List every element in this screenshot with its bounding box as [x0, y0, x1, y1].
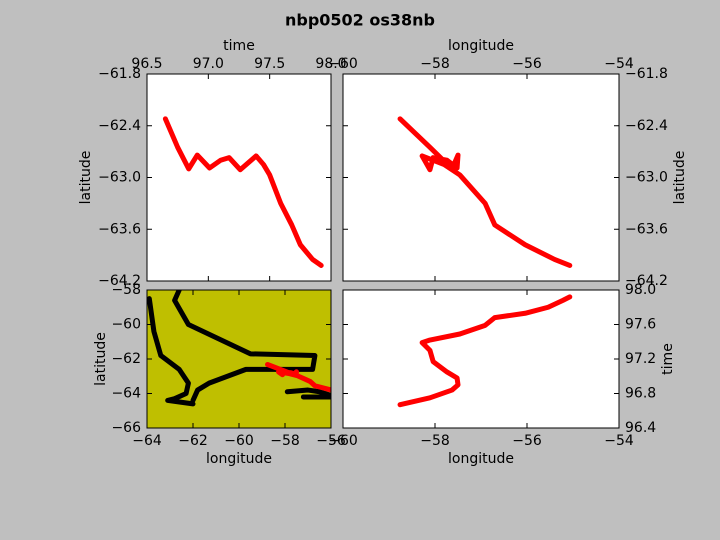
y-tick-label: −60 — [111, 317, 141, 333]
x-tick-label: −60 — [328, 56, 358, 72]
y-tick-label: 97.6 — [625, 317, 656, 333]
plot-area — [397, 294, 573, 408]
plot-background — [147, 290, 331, 428]
y-tick-label: −66 — [111, 420, 141, 436]
y-tick-label: 96.4 — [625, 420, 656, 436]
y-tick-label: −64 — [111, 386, 141, 402]
y-tick-label: −64.2 — [625, 273, 668, 289]
y-tick-label: 96.8 — [625, 386, 656, 402]
x-tick-label: −54 — [604, 56, 634, 72]
y-tick-label: −62 — [111, 351, 141, 367]
y-axis-label: time — [660, 343, 676, 375]
y-tick-label: −63.0 — [625, 170, 668, 186]
plot-area — [147, 290, 331, 407]
x-tick-label: 98.0 — [315, 56, 346, 72]
y-tick-label: −62.4 — [625, 118, 668, 134]
x-tick-label: −64 — [132, 433, 162, 449]
y-axis-label: latitude — [78, 151, 94, 205]
x-tick-label: −62 — [178, 433, 208, 449]
x-tick-label: −58 — [420, 56, 450, 72]
x-tick-label: 97.0 — [193, 56, 224, 72]
track-line — [265, 362, 331, 393]
plot-area — [162, 116, 324, 268]
track-line — [397, 116, 573, 268]
x-axis-label: longitude — [448, 38, 514, 54]
y-axis-label: latitude — [93, 332, 109, 386]
track-line — [172, 290, 318, 403]
x-tick-label: −56 — [316, 433, 346, 449]
y-axis-label: latitude — [672, 151, 688, 205]
figure-title: nbp0502 os38nb — [285, 11, 435, 30]
x-axis-label: longitude — [448, 451, 514, 467]
x-tick-label: 97.5 — [254, 56, 285, 72]
track-line — [147, 296, 196, 407]
y-tick-label: −63.6 — [98, 221, 141, 237]
track-line — [162, 116, 324, 268]
x-tick-label: 96.5 — [131, 56, 162, 72]
x-tick-label: −54 — [604, 433, 634, 449]
plot-area — [397, 116, 573, 268]
x-tick-label: −58 — [420, 433, 450, 449]
x-tick-label: −56 — [512, 433, 542, 449]
y-tick-label: −62.4 — [98, 118, 141, 134]
track-line — [397, 294, 573, 408]
y-tick-label: −61.8 — [625, 66, 668, 82]
x-tick-label: −60 — [328, 433, 358, 449]
x-tick-label: −58 — [270, 433, 300, 449]
x-tick-label: −56 — [512, 56, 542, 72]
x-axis-label: longitude — [206, 451, 272, 467]
y-tick-label: 97.2 — [625, 351, 656, 367]
y-tick-label: −64.2 — [98, 273, 141, 289]
plot-background — [343, 290, 619, 428]
x-tick-label: −60 — [224, 433, 254, 449]
y-tick-label: −58 — [111, 282, 141, 298]
y-tick-label: −63.6 — [625, 221, 668, 237]
y-tick-label: 98.0 — [625, 282, 656, 298]
track-line — [284, 387, 331, 400]
y-tick-label: −61.8 — [98, 66, 141, 82]
y-tick-label: −63.0 — [98, 170, 141, 186]
x-axis-label: time — [223, 38, 255, 54]
plot-background — [343, 74, 619, 281]
